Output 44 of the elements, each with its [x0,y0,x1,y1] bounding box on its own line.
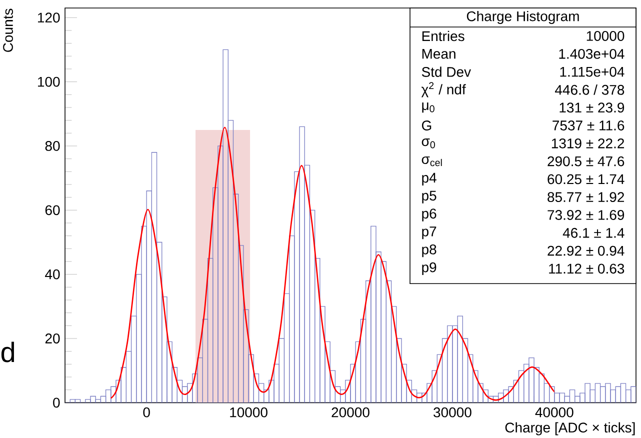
annotation: χ$^{2}$ / ndf [421,82,466,98]
annotation: 46.1 ± 1.4 [562,228,624,238]
y-tick-label: 20 [45,334,60,344]
annotation: 7537 ± 11.6 [552,120,624,130]
x-tick-label: 40000 [535,407,574,418]
annotation: p6 [422,208,436,222]
annotation: 1319 ± 22.2 [552,138,624,148]
y-axis-title: Counts [3,8,13,52]
chart-title: Charge Histogram [466,10,579,24]
x-tick-label: 20000 [332,407,370,418]
annotation: p4 [422,172,436,186]
annotation: G [422,120,432,130]
annotation: 60.25 ± 1.74 [548,174,624,184]
x-tick-label: 10000 [230,407,268,418]
y-tick-label: 60 [45,205,60,216]
y-tick-label: 80 [45,141,60,151]
y-tick-label: 0 [53,398,60,408]
annotation: Mean [422,49,456,59]
annotation: 290.5 ± 47.6 [548,156,624,166]
annotation: p8 [422,244,436,258]
y-tick-label: 120 [38,12,60,23]
text: d [1,342,14,362]
annotation: p5 [422,190,436,204]
annotation: 73.92 ± 1.69 [548,210,624,220]
annotation: μ$_{0}$ [422,102,434,113]
annotation: p9 [422,262,436,276]
x-tick-label: 0 [143,407,150,418]
x-tick-label: 30000 [434,407,472,418]
annotation: 446.6 / 378 [554,84,624,95]
annotation: Entries [422,30,464,42]
annotation: 22.92 ± 0.94 [548,246,624,256]
annotation: 1.115e+04 [560,66,624,77]
annotation: 11.12 ± 0.63 [549,264,624,274]
annotation: 10000 [586,31,624,41]
y-tick-label: 40 [45,269,60,280]
annotation: Std Dev [422,66,471,77]
annotation: 85.77 ± 1.92 [548,192,624,202]
annotation: σ$_{0}$ [422,138,435,148]
annotation: p7 [422,226,436,240]
x-axis-title: Charge [ADC × ticks] [505,422,635,436]
annotation: 131 ± 23.9 [560,102,624,113]
y-tick-label: 100 [38,76,60,87]
annotation: σ$_{cel}$ [422,156,442,166]
annotation: 1.403e+04 [559,48,624,59]
